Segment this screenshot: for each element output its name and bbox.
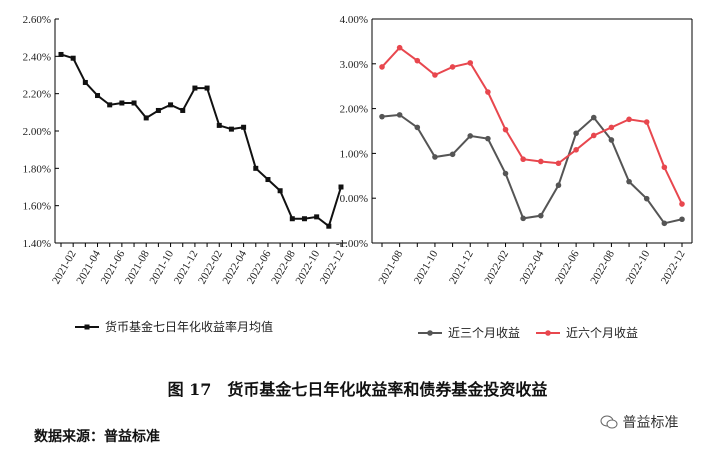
point bbox=[119, 100, 125, 106]
y-tick-label: 4.00% bbox=[340, 14, 368, 26]
point bbox=[432, 154, 438, 160]
point bbox=[107, 102, 113, 108]
point bbox=[661, 164, 668, 171]
x-tick-label: 2022-02 bbox=[482, 249, 511, 287]
point bbox=[277, 188, 283, 194]
x-tick-label: 2022-10 bbox=[624, 248, 653, 286]
point bbox=[70, 55, 76, 61]
y-tick-label: 1.40% bbox=[23, 238, 51, 250]
point bbox=[432, 72, 438, 78]
point bbox=[520, 156, 526, 163]
point bbox=[338, 184, 344, 190]
caption: 图 17 货币基金七日年化收益率和债券基金投资收益 bbox=[167, 380, 548, 399]
x-tick-label: 2021-10 bbox=[412, 248, 441, 286]
point bbox=[192, 85, 198, 91]
point bbox=[467, 133, 474, 139]
y-tick-label: 2.00% bbox=[23, 126, 51, 138]
legend-label: 近三个月收益 bbox=[448, 326, 520, 340]
series-line bbox=[381, 113, 683, 225]
x-tick-label: 2022-06 bbox=[553, 248, 582, 286]
y-tick-label: 1.80% bbox=[23, 163, 51, 175]
y-tick-label: 1.60% bbox=[23, 201, 51, 213]
point bbox=[643, 119, 650, 125]
point bbox=[485, 89, 491, 95]
point bbox=[95, 93, 101, 99]
point bbox=[289, 216, 295, 222]
point bbox=[180, 107, 186, 113]
point bbox=[82, 79, 88, 85]
point bbox=[301, 216, 307, 222]
point bbox=[520, 215, 526, 222]
legend-label: 货币基金七日年化收益率月均值 bbox=[105, 319, 273, 334]
x-tick-label: 2022-12 bbox=[659, 249, 688, 287]
point bbox=[314, 214, 320, 220]
legend-label: 近六个月收益 bbox=[566, 326, 638, 340]
y-tick-label: 0.00% bbox=[340, 193, 368, 205]
point bbox=[143, 115, 149, 121]
point bbox=[538, 212, 544, 219]
point bbox=[502, 170, 509, 177]
point bbox=[396, 112, 403, 118]
point bbox=[58, 51, 64, 57]
point bbox=[573, 147, 579, 153]
point bbox=[590, 114, 597, 121]
point bbox=[661, 220, 668, 227]
point bbox=[679, 216, 685, 223]
source: 数据来源：普益标准 bbox=[34, 429, 160, 445]
point bbox=[168, 102, 174, 108]
y-tick-label: 2.00% bbox=[340, 104, 368, 116]
x-tick-label: 2022-08 bbox=[588, 248, 617, 286]
series-line bbox=[60, 53, 342, 228]
y-tick-label: 1.00% bbox=[340, 148, 368, 160]
y-tick-label: 2.60% bbox=[23, 14, 51, 26]
point bbox=[414, 124, 421, 131]
y-tick-label: -1.00% bbox=[336, 238, 368, 250]
x-tick-label: 2022-12 bbox=[318, 249, 347, 287]
point bbox=[467, 60, 474, 66]
point bbox=[626, 178, 632, 185]
point bbox=[379, 113, 385, 120]
x-tick-label: 2022-04 bbox=[518, 248, 547, 286]
point bbox=[449, 151, 456, 158]
point bbox=[573, 130, 579, 137]
point bbox=[538, 158, 544, 165]
y-tick-label: 3.00% bbox=[340, 59, 368, 71]
y-tick-label: 2.20% bbox=[23, 89, 51, 101]
point bbox=[414, 57, 421, 64]
point bbox=[216, 122, 222, 128]
point bbox=[608, 124, 615, 131]
charts: 1.40% 1.60% 1.80% 2.00% 2.20% 2.40% 2.60% 2021-… bbox=[23, 14, 693, 340]
legend-marker bbox=[84, 324, 90, 330]
point bbox=[626, 116, 632, 123]
point bbox=[485, 135, 491, 142]
point bbox=[449, 64, 456, 70]
point bbox=[608, 137, 615, 143]
point bbox=[241, 124, 247, 130]
point bbox=[555, 182, 562, 189]
point bbox=[502, 126, 509, 133]
point bbox=[590, 132, 597, 139]
point bbox=[204, 85, 210, 91]
series-line bbox=[381, 46, 683, 205]
x-tick-label: 2021-08 bbox=[377, 248, 406, 286]
point bbox=[265, 177, 271, 183]
point bbox=[379, 64, 385, 70]
point bbox=[679, 201, 685, 207]
wechat-icon bbox=[600, 415, 618, 429]
point bbox=[396, 44, 403, 51]
watermark: 普益标准 bbox=[600, 412, 678, 432]
legend-marker bbox=[545, 330, 551, 336]
y-tick-label: 2.40% bbox=[23, 51, 51, 63]
point bbox=[253, 165, 259, 171]
legend-marker bbox=[427, 330, 433, 336]
x-tick-label: 2021-12 bbox=[447, 249, 476, 287]
point bbox=[326, 223, 332, 229]
point bbox=[643, 195, 650, 202]
point bbox=[131, 100, 137, 106]
watermark-text: 普益标准 bbox=[622, 415, 679, 431]
point bbox=[155, 107, 161, 113]
point bbox=[228, 126, 234, 132]
point bbox=[555, 160, 562, 167]
